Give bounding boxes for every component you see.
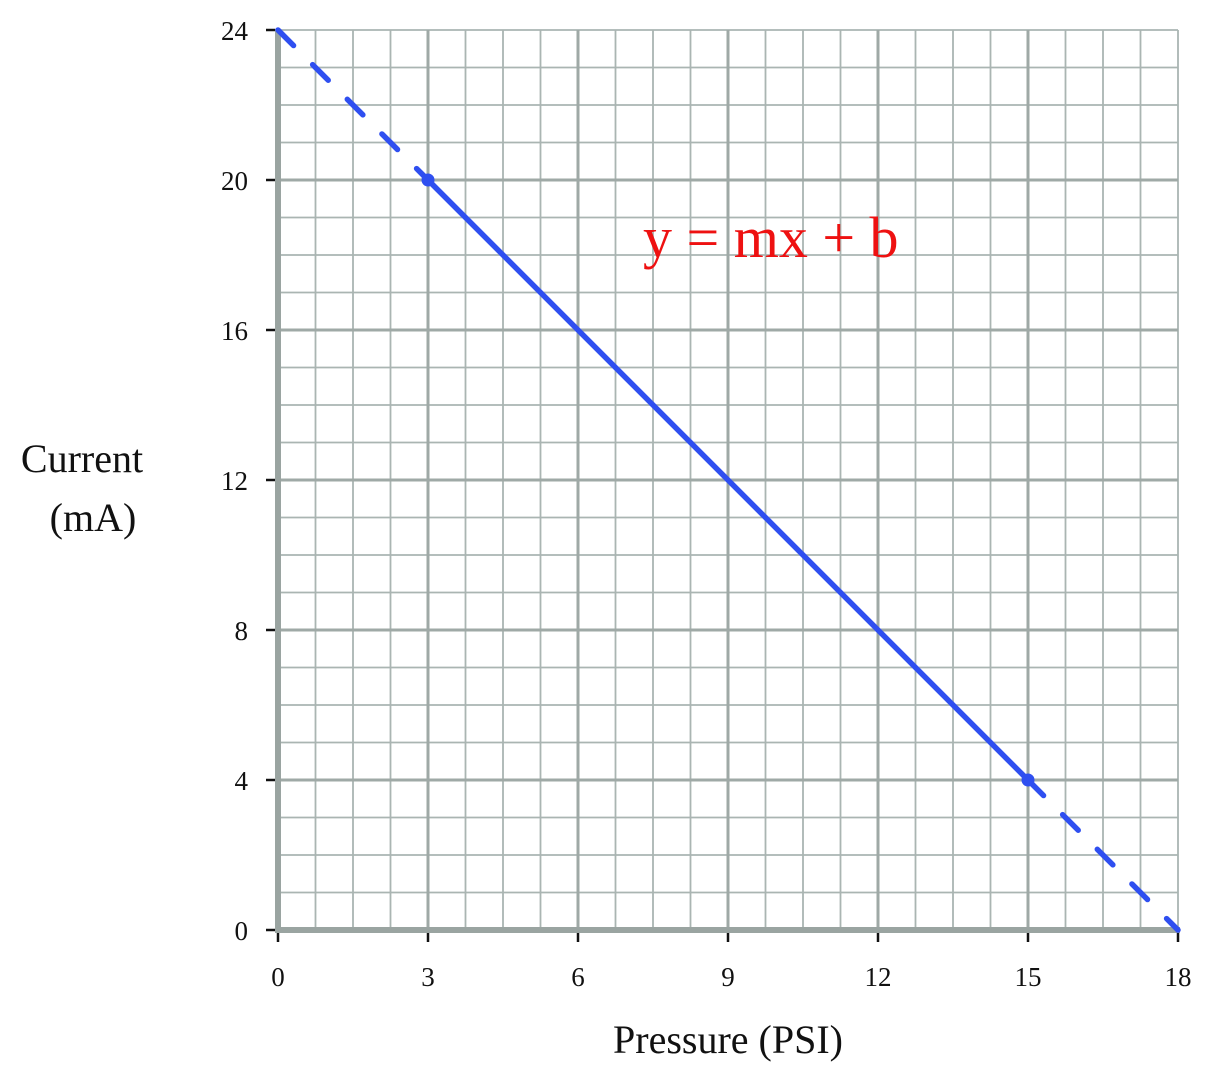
- y-axis-title: Current (mA): [21, 436, 153, 540]
- y-tick-label: 24: [221, 16, 249, 46]
- data-point-marker: [1021, 773, 1035, 787]
- x-tick-label: 6: [571, 962, 585, 992]
- y-axis-title-line-1: Current: [21, 436, 143, 481]
- y-tick-label: 8: [235, 616, 249, 646]
- y-tick-label: 16: [221, 316, 248, 346]
- data-points: [421, 173, 1035, 787]
- y-tick-label: 20: [221, 166, 248, 196]
- solid-data-line: [425, 177, 1031, 783]
- x-tick-label: 0: [271, 962, 285, 992]
- dashed-extrapolation-line: [1025, 777, 1181, 933]
- equation-annotation: y = mx + b: [643, 205, 899, 270]
- x-tick-label: 3: [421, 962, 435, 992]
- y-tick-label: 4: [235, 766, 249, 796]
- data-point-marker: [421, 173, 435, 187]
- axes: [275, 29, 1180, 933]
- dashed-extrapolation-line: [275, 27, 431, 183]
- tick-marks: [266, 28, 1180, 942]
- x-tick-label: 15: [1015, 962, 1042, 992]
- tick-labels: 0 4 8 12 16 20 24 0 3 6 9 12 15 18: [221, 16, 1192, 992]
- x-tick-label: 9: [721, 962, 735, 992]
- data-series: [275, 27, 1181, 933]
- y-tick-label: 12: [221, 466, 248, 496]
- x-tick-label: 18: [1165, 962, 1192, 992]
- y-tick-label: 0: [235, 916, 249, 946]
- y-axis-title-line-2: (mA): [50, 495, 137, 540]
- x-axis-title: Pressure (PSI): [613, 1017, 843, 1062]
- x-tick-label: 12: [865, 962, 892, 992]
